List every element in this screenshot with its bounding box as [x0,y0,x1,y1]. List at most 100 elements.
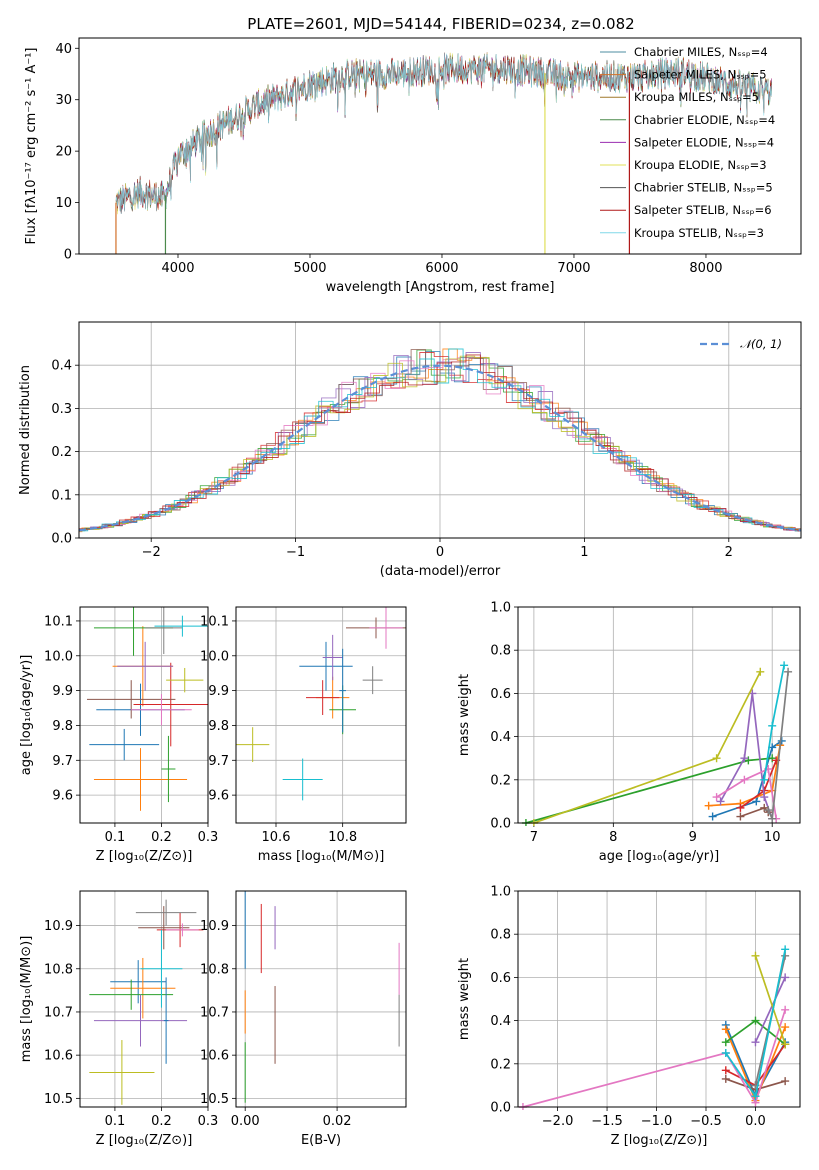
legend-label: Kroupa MILES, Nₛₛₚ=5 [634,90,759,104]
x-tick-label: −1.0 [641,1114,673,1129]
y-tick-label: 10.1 [200,614,229,629]
x-tick-label: 6000 [425,261,458,276]
weight-point-marker [751,951,760,960]
mass-weight-vs-Z-panel: −2.0 −1.5 −1.0 −0.5 0.0 0.0 0.2 0.4 0.6 0.8 1.0 Z [… [457,885,801,1148]
y-tick-label: 0.6 [490,971,511,986]
weight-series-line [522,1009,787,1108]
weight-point-marker [721,1066,730,1075]
errorbar-points [89,899,204,1105]
y-tick-label: 10 [55,196,72,211]
x-tick-label: 1 [580,545,588,560]
y-tick-label: 10.7 [200,1005,229,1020]
x-tick-label: −1 [286,545,305,560]
y-tick-label: 9.6 [52,789,73,804]
weight-point-marker [704,801,713,810]
y-tick-label: 0.0 [490,817,511,832]
x-tick-label: 0.3 [198,830,219,845]
weight-point-marker [751,1038,760,1047]
y-axis-label: age [log₁₀(age/yr)] [19,655,34,776]
y-tick-label: 1.0 [490,885,511,900]
x-tick-label: 4000 [161,261,194,276]
y-tick-label: 10.7 [44,1005,73,1020]
y-tick-label: 30 [55,93,72,108]
spectrum-panel: 4000 5000 6000 7000 8000 0 10 20 30 40 wavelength … [24,37,802,295]
y-tick-label: 9.7 [52,754,73,769]
y-axis-label: mass weight [457,674,472,756]
y-tick-label: 0.0 [51,532,72,547]
weight-point-marker [751,1092,760,1101]
panels: 4000 5000 6000 7000 8000010203040wavelength … [18,37,802,1148]
weight-point-marker [760,793,769,802]
weight-series-line [716,767,778,819]
weight-point-marker [752,797,761,806]
spectrum-series-line [115,52,772,212]
x-tick-label: 0.00 [231,1114,260,1129]
x-tick-label: 0.2 [151,830,172,845]
y-tick-label: 0.2 [490,1057,511,1072]
x-tick-label: 0.2 [151,1114,172,1129]
x-tick-label: 8 [609,830,617,845]
x-tick-label: −2 [142,545,161,560]
axes-frame [79,890,209,1108]
weight-point-marker [736,803,745,812]
x-tick-label: 0.1 [105,830,126,845]
weight-point-marker [740,754,749,763]
x-tick-label: 10.6 [262,830,291,845]
age-vs-mass-panel: 10.6 10.8 9.6 9.7 9.8 9.9 10.0 10.1 mass [log₁₀(… [200,606,407,864]
y-tick-label: 10.6 [44,1049,73,1064]
y-tick-label: 0.1 [51,488,72,503]
weight-point-marker [708,812,717,821]
x-axis-label: Z [log₁₀(Z/Z⊙)] [96,1133,193,1148]
y-tick-label: 0.8 [490,928,511,943]
y-tick-label: 10.9 [44,919,73,934]
legend-label: Chabrier STELIB, Nₛₛₚ=5 [634,181,773,195]
weight-point-marker [784,667,793,676]
legend-label: 𝒩(0, 1) [740,337,782,351]
axes-frame [517,890,801,1108]
gaussian-reference-curve [79,364,801,532]
legend-label: Salpeter MILES, Nₛₛₚ=5 [634,68,767,82]
weight-series [521,661,793,826]
weight-point-marker [781,1040,790,1049]
residuals-histograms [79,348,801,533]
figure-title: PLATE=2601, MJD=54144, FIBERID=0234, z=0… [247,15,634,33]
y-tick-label: 1.0 [490,601,511,616]
y-tick-label: 0.2 [490,773,511,788]
legend-label: Salpeter ELODIE, Nₛₛₚ=4 [634,135,774,149]
x-tick-label: 7 [530,830,538,845]
y-tick-label: 40 [55,42,72,57]
errorbar-points [236,607,406,801]
x-axis-label: Z [log₁₀(Z/Z⊙)] [96,849,193,864]
axes-frame [78,321,802,539]
weight-point-marker [751,1016,760,1025]
legend-label: Chabrier ELODIE, Nₛₛₚ=4 [634,113,775,127]
y-tick-label: 9.8 [208,719,229,734]
x-axis-label: mass [log₁₀(M/M⊙)] [258,849,385,864]
weight-point-marker [721,1049,730,1057]
residual-histogram [79,354,801,532]
weight-point-marker [712,754,721,763]
y-tick-label: 10.5 [200,1092,229,1107]
y-tick-label: 9.6 [208,789,229,804]
weight-point-marker [712,793,721,802]
weight-point-marker [781,945,790,954]
x-axis-label: age [log₁₀(age/yr)] [599,849,720,864]
weight-point-marker [764,806,773,815]
spectrum-legend: Chabrier MILES, Nₛₛₚ=4 Salpeter MILES, Nₛ… [600,45,775,240]
axes-frame [79,606,209,824]
y-tick-label: 10.0 [200,649,229,664]
x-tick-label: 5000 [293,261,326,276]
weight-point-marker [740,775,749,784]
y-tick-label: 0.6 [490,687,511,702]
weight-point-marker [721,1074,730,1083]
y-tick-label: 10.6 [200,1049,229,1064]
axes-frame [235,606,407,824]
y-tick-label: 0.3 [51,402,72,417]
x-axis-label: E(B-V) [301,1133,341,1148]
x-tick-label: 2 [725,545,733,560]
weight-point-marker [781,1023,790,1032]
mass-vs-Z-panel: 0.1 0.2 0.3 10.5 10.6 10.7 10.8 10.9 Z [log₁₀(Z/… [19,890,218,1148]
spectrum-lines [115,52,772,254]
weight-point-marker [781,973,790,982]
y-tick-label: 10.0 [44,649,73,664]
